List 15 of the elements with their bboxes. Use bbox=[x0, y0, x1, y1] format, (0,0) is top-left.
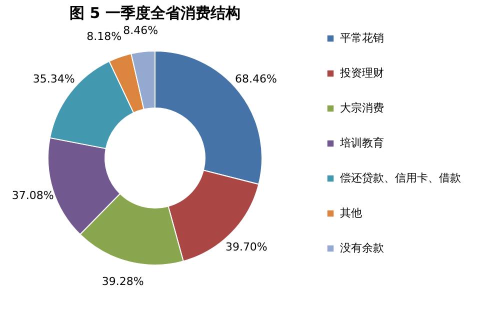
legend-label: 平常花销 bbox=[340, 32, 384, 44]
data-label: 37.08% bbox=[12, 189, 54, 202]
chart-title: 图 5 一季度全省消费结构 bbox=[70, 4, 240, 22]
legend-label: 培训教育 bbox=[339, 136, 384, 150]
legend-label: 大宗消费 bbox=[340, 102, 384, 114]
data-label: 35.34% bbox=[32, 72, 75, 86]
data-label: 39.28% bbox=[102, 274, 144, 288]
legend-label: 没有余款 bbox=[340, 242, 384, 254]
data-label: 8.46% bbox=[123, 24, 158, 37]
legend-label: 偿还贷款、信用卡、借款 bbox=[340, 172, 461, 184]
data-label: 8.18% bbox=[86, 30, 122, 44]
data-label: 39.70% bbox=[225, 240, 268, 254]
data-label: 68.46% bbox=[235, 72, 277, 86]
legend-label: 其他 bbox=[340, 206, 362, 220]
legend-label: 投资理财 bbox=[339, 66, 384, 80]
